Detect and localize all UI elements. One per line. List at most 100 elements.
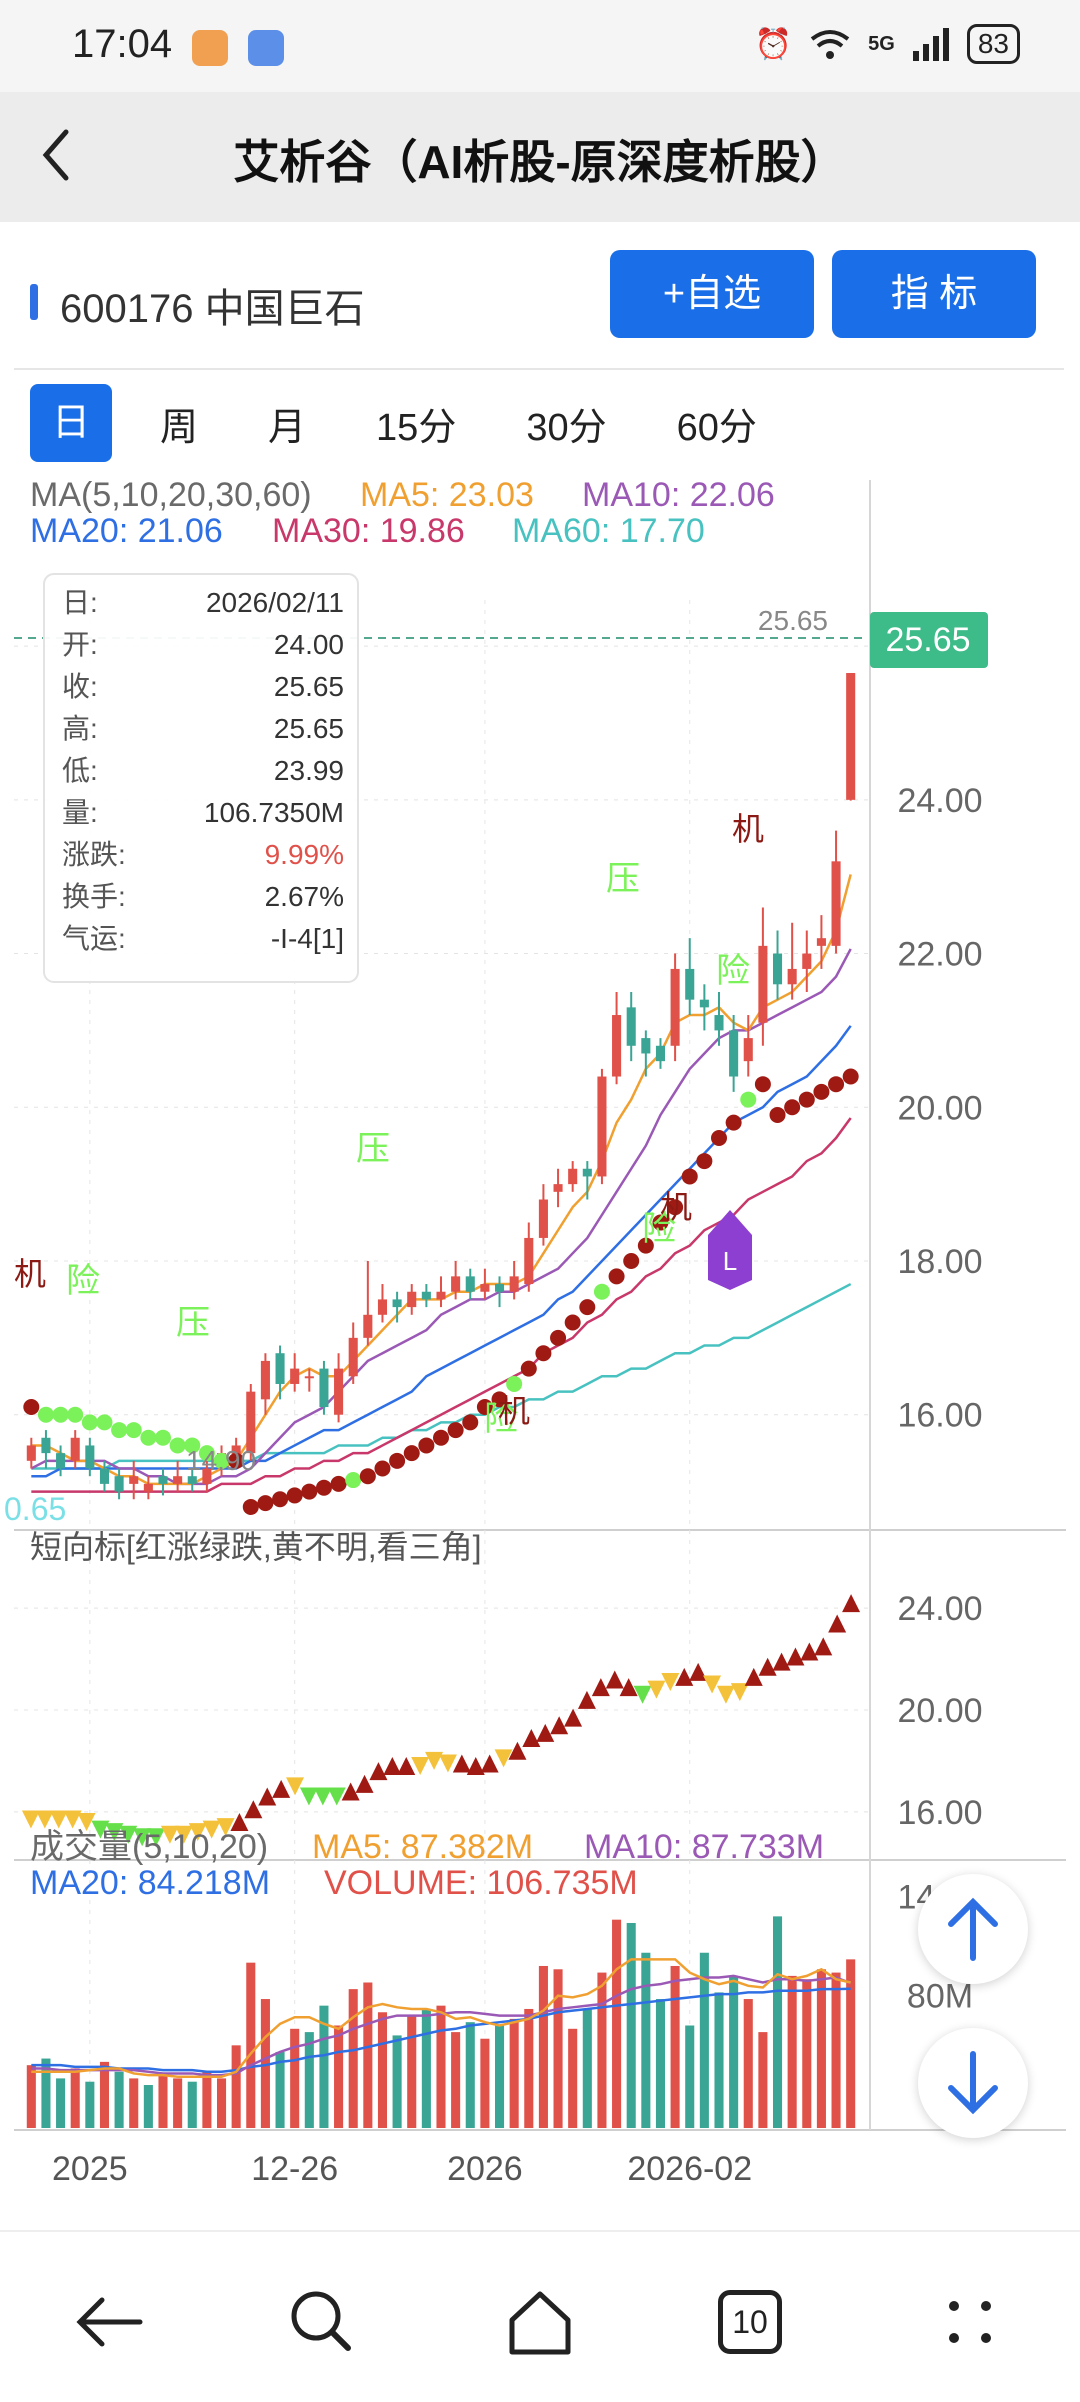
volume-bar: [85, 2081, 95, 2128]
volume-bar: [70, 2068, 80, 2128]
candle-body: [743, 1038, 753, 1062]
vol_ma5-line: [31, 1958, 851, 2078]
buy-signal: 机: [14, 1256, 46, 1292]
short-direction-marker: [689, 1662, 708, 1681]
info-label: 换手:: [62, 881, 126, 912]
volume-bar: [655, 1999, 666, 2128]
current-price-tag: [870, 612, 988, 668]
candle-body: [524, 1237, 534, 1285]
volume-bar: [480, 2038, 490, 2128]
nav-home-icon[interactable]: [500, 2282, 580, 2362]
short-direction-marker: [313, 1787, 332, 1806]
short-direction-marker: [63, 1810, 82, 1829]
info-value: 25.65: [274, 671, 344, 702]
candle-body: [334, 1368, 344, 1415]
candle-body: [275, 1353, 285, 1384]
short-direction-marker: [397, 1757, 416, 1775]
short-direction-marker: [369, 1762, 388, 1781]
scroll-up-button[interactable]: [918, 1874, 1028, 1984]
scroll-down-button[interactable]: [918, 2028, 1028, 2138]
high-price-marker: 25.65: [758, 605, 828, 636]
info-label: 开:: [62, 629, 98, 660]
tab-week[interactable]: 周: [160, 406, 199, 449]
tab-15min[interactable]: 15分: [376, 406, 457, 449]
candle-body: [56, 1453, 66, 1469]
trend-dot: [155, 1429, 171, 1446]
trend-dot: [520, 1360, 537, 1377]
stock-chart[interactable]: MA(5,10,20,30,60) MA5: 23.03 MA10: 22.06…: [0, 470, 1080, 2210]
trend-dot: [96, 1414, 113, 1431]
trend-dot: [593, 1283, 610, 1300]
short-direction-marker: [564, 1708, 583, 1727]
arrow-up-icon: [948, 1897, 998, 1961]
trend-dot: [330, 1475, 347, 1492]
back-arrow-icon[interactable]: [36, 120, 76, 190]
volume-bar: [56, 2078, 66, 2128]
indicator-button[interactable]: 指 标: [832, 250, 1036, 338]
add-watchlist-button[interactable]: +自选: [610, 250, 814, 338]
volume-bar: [363, 1982, 373, 2128]
volume-bar: [114, 2071, 124, 2128]
trend-dot: [418, 1437, 435, 1454]
tab-30min[interactable]: 30分: [526, 406, 607, 449]
candle-body: [290, 1368, 300, 1384]
volume-ma5-legend: MA5: 87.382M: [312, 1828, 533, 1866]
trend-dot: [681, 1168, 698, 1185]
short-direction-marker: [21, 1810, 40, 1829]
candle-body: [319, 1368, 329, 1408]
trend-dot: [111, 1422, 128, 1439]
trend-dot: [711, 1130, 727, 1147]
signal-icon: [912, 28, 949, 61]
info-value: 106.7350M: [204, 797, 344, 828]
volume-ma10-legend: MA10: 87.733M: [584, 1828, 824, 1866]
short-direction-marker: [591, 1678, 610, 1697]
press-signal: 压: [176, 1304, 210, 1342]
candle-body: [597, 1076, 607, 1177]
short-direction-marker: [188, 1823, 207, 1842]
trend-dot: [81, 1414, 98, 1431]
volume-bar: [187, 2081, 197, 2128]
volume-bar: [392, 2035, 402, 2128]
volume-bar: [816, 1969, 826, 2128]
short-direction-marker: [786, 1647, 805, 1666]
candle-body: [85, 1445, 95, 1469]
volume-bar: [99, 2061, 110, 2128]
nav-search-icon[interactable]: [282, 2282, 362, 2362]
tab-60min[interactable]: 60分: [676, 406, 757, 449]
candle-body: [582, 1168, 592, 1177]
volume-bar: [231, 2045, 241, 2128]
info-value: 9.99%: [265, 839, 344, 870]
info-label: 日:: [62, 587, 98, 618]
candle-body: [41, 1437, 51, 1454]
short-direction-marker: [716, 1685, 735, 1704]
info-value: 2026/02/11: [206, 587, 344, 618]
volume-bar: [641, 1952, 651, 2128]
tab-month[interactable]: 月: [268, 406, 307, 449]
short-tick-label: 16.00: [897, 1794, 982, 1832]
candle-body: [26, 1445, 36, 1461]
info-value: 23.99: [274, 755, 344, 786]
trend-dot: [476, 1399, 493, 1416]
volume-bar: [143, 2085, 153, 2128]
candle-body: [436, 1291, 446, 1300]
short-direction-marker: [494, 1749, 513, 1768]
candle-body: [70, 1437, 80, 1461]
volume-bar: [538, 1965, 548, 2128]
status-bar: 17:04 ⏰ 5G 83: [0, 0, 1080, 92]
nav-menu-icon[interactable]: [930, 2282, 1010, 2362]
short-direction-marker: [744, 1667, 763, 1686]
tab-day[interactable]: 日: [30, 384, 113, 462]
short-direction-markers: 24.00 20.00 16.00: [14, 1590, 983, 1847]
trend-dot: [740, 1091, 757, 1108]
nav-tabs-count[interactable]: 10: [718, 2290, 782, 2354]
short-direction-marker: [605, 1670, 624, 1689]
info-label: 量:: [62, 797, 98, 828]
time-tick-label: 2025: [52, 2150, 128, 2188]
press-signal: 压: [606, 860, 640, 898]
nav-back-icon[interactable]: [70, 2282, 150, 2362]
buy-signal: 机: [660, 1189, 692, 1225]
press-signal: 压: [356, 1130, 390, 1168]
volume-bar: [202, 2071, 212, 2128]
price-tick-label: 16.00: [897, 1397, 982, 1435]
trend-dot: [257, 1495, 274, 1512]
